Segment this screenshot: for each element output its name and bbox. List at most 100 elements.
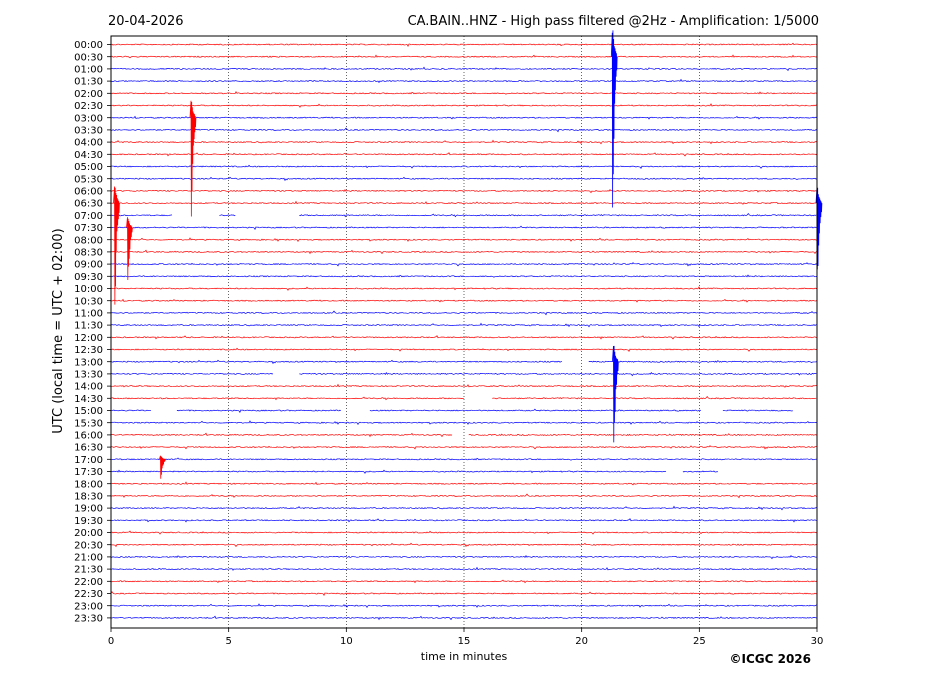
y-tick-label-21:30: 21:30 (74, 565, 103, 576)
x-tick-label-15: 15 (458, 636, 471, 647)
y-tick-label-08:30: 08:30 (74, 248, 103, 259)
trace-21:00 (110, 554, 818, 560)
y-tick-label-11:00: 11:00 (74, 309, 103, 320)
trace-13:00 (110, 359, 817, 365)
trace-15:00 (110, 408, 794, 413)
event-0 (189, 100, 197, 217)
trace-03:30 (110, 127, 818, 133)
trace-22:30 (110, 591, 818, 596)
trace-03:00 (110, 115, 818, 120)
trace-21:30 (110, 566, 818, 571)
y-tick-label-16:00: 16:00 (74, 431, 103, 442)
y-tick-label-04:30: 04:30 (74, 150, 103, 161)
y-tick-label-14:30: 14:30 (74, 394, 103, 405)
y-tick-label-07:30: 07:30 (74, 223, 103, 234)
trace-13:30 (110, 371, 817, 377)
trace-19:00 (110, 505, 818, 511)
copyright-notice: ©ICGC 2026 (729, 652, 811, 666)
trace-02:00 (110, 90, 818, 95)
trace-04:00 (110, 139, 818, 145)
y-tick-label-08:00: 08:00 (74, 235, 103, 246)
trace-07:00 (110, 212, 817, 218)
y-tick-label-10:30: 10:30 (74, 296, 103, 307)
y-tick-label-14:00: 14:00 (74, 382, 103, 393)
trace-06:30 (110, 200, 818, 205)
y-tick-label-11:30: 11:30 (74, 321, 103, 332)
trace-22:00 (110, 579, 818, 584)
y-tick-label-07:00: 07:00 (74, 211, 103, 222)
trace-14:30 (110, 395, 817, 401)
x-axis-ticks: 0 5 10 15 20 25 30 (108, 628, 824, 647)
y-tick-label-09:00: 09:00 (74, 260, 103, 271)
trace-18:00 (110, 481, 818, 486)
y-tick-label-23:30: 23:30 (74, 614, 103, 625)
y-tick-label-00:30: 00:30 (74, 52, 103, 63)
trace-23:30 (110, 615, 818, 621)
event-2 (126, 217, 133, 281)
trace-02:30 (110, 103, 818, 108)
y-tick-label-05:30: 05:30 (74, 174, 103, 185)
y-tick-label-18:30: 18:30 (74, 492, 103, 503)
y-tick-label-00:00: 00:00 (74, 40, 103, 51)
y-tick-label-09:30: 09:30 (74, 272, 103, 283)
y-tick-label-19:30: 19:30 (74, 516, 103, 527)
y-tick-label-03:00: 03:00 (74, 113, 103, 124)
y-tick-label-15:00: 15:00 (74, 406, 103, 417)
event-4 (610, 30, 618, 208)
plot-frame (110, 35, 818, 629)
trace-10:00 (110, 286, 818, 291)
x-tick-label-10: 10 (340, 636, 353, 647)
y-tick-label-06:00: 06:00 (74, 187, 103, 198)
trace-05:00 (110, 164, 818, 169)
y-tick-label-01:30: 01:30 (74, 77, 103, 88)
trace-11:00 (110, 310, 818, 316)
trace-00:30 (110, 54, 818, 59)
trace-01:00 (110, 66, 818, 72)
y-tick-label-20:00: 20:00 (74, 528, 103, 539)
y-tick-label-13:00: 13:00 (74, 357, 103, 368)
y-tick-label-12:30: 12:30 (74, 345, 103, 356)
event-6 (815, 186, 823, 270)
y-tick-label-01:00: 01:00 (74, 65, 103, 76)
trace-09:00 (110, 262, 818, 267)
trace-16:30 (110, 445, 818, 450)
y-tick-label-06:30: 06:30 (74, 199, 103, 210)
y-tick-label-02:30: 02:30 (74, 101, 103, 112)
event-5 (612, 345, 619, 443)
trace-10:30 (110, 298, 818, 303)
y-tick-label-17:30: 17:30 (74, 467, 103, 478)
vertical-gridlines (228, 36, 700, 628)
x-tick-label-30: 30 (811, 636, 824, 647)
trace-08:30 (110, 249, 818, 255)
trace-06:00 (110, 188, 818, 194)
y-tick-label-03:30: 03:30 (74, 126, 103, 137)
trace-12:00 (110, 335, 818, 340)
header-title: CA.BAIN..HNZ - High pass filtered @2Hz -… (408, 14, 819, 29)
y-tick-label-23:00: 23:00 (74, 601, 103, 612)
trace-23:00 (110, 603, 818, 609)
x-tick-label-25: 25 (693, 636, 706, 647)
trace-01:30 (110, 78, 818, 84)
trace-11:30 (110, 322, 818, 328)
trace-08:00 (110, 237, 818, 243)
trace-04:30 (110, 152, 818, 157)
y-tick-label-22:30: 22:30 (74, 589, 103, 600)
trace-00:00 (110, 42, 818, 47)
trace-18:30 (110, 493, 817, 499)
x-tick-label-0: 0 (108, 636, 114, 647)
y-tick-label-02:00: 02:00 (74, 89, 103, 100)
trace-20:30 (110, 542, 818, 548)
y-tick-label-18:00: 18:00 (74, 479, 103, 490)
y-tick-label-12:00: 12:00 (74, 333, 103, 344)
seismogram-traces (110, 30, 823, 621)
y-tick-label-10:00: 10:00 (74, 284, 103, 295)
trace-07:30 (110, 225, 818, 230)
y-tick-label-21:00: 21:00 (74, 553, 103, 564)
y-tick-label-16:30: 16:30 (74, 443, 103, 454)
y-tick-label-20:30: 20:30 (74, 540, 103, 551)
y-tick-label-17:00: 17:00 (74, 455, 103, 466)
trace-14:00 (110, 383, 818, 388)
trace-09:30 (110, 274, 818, 278)
